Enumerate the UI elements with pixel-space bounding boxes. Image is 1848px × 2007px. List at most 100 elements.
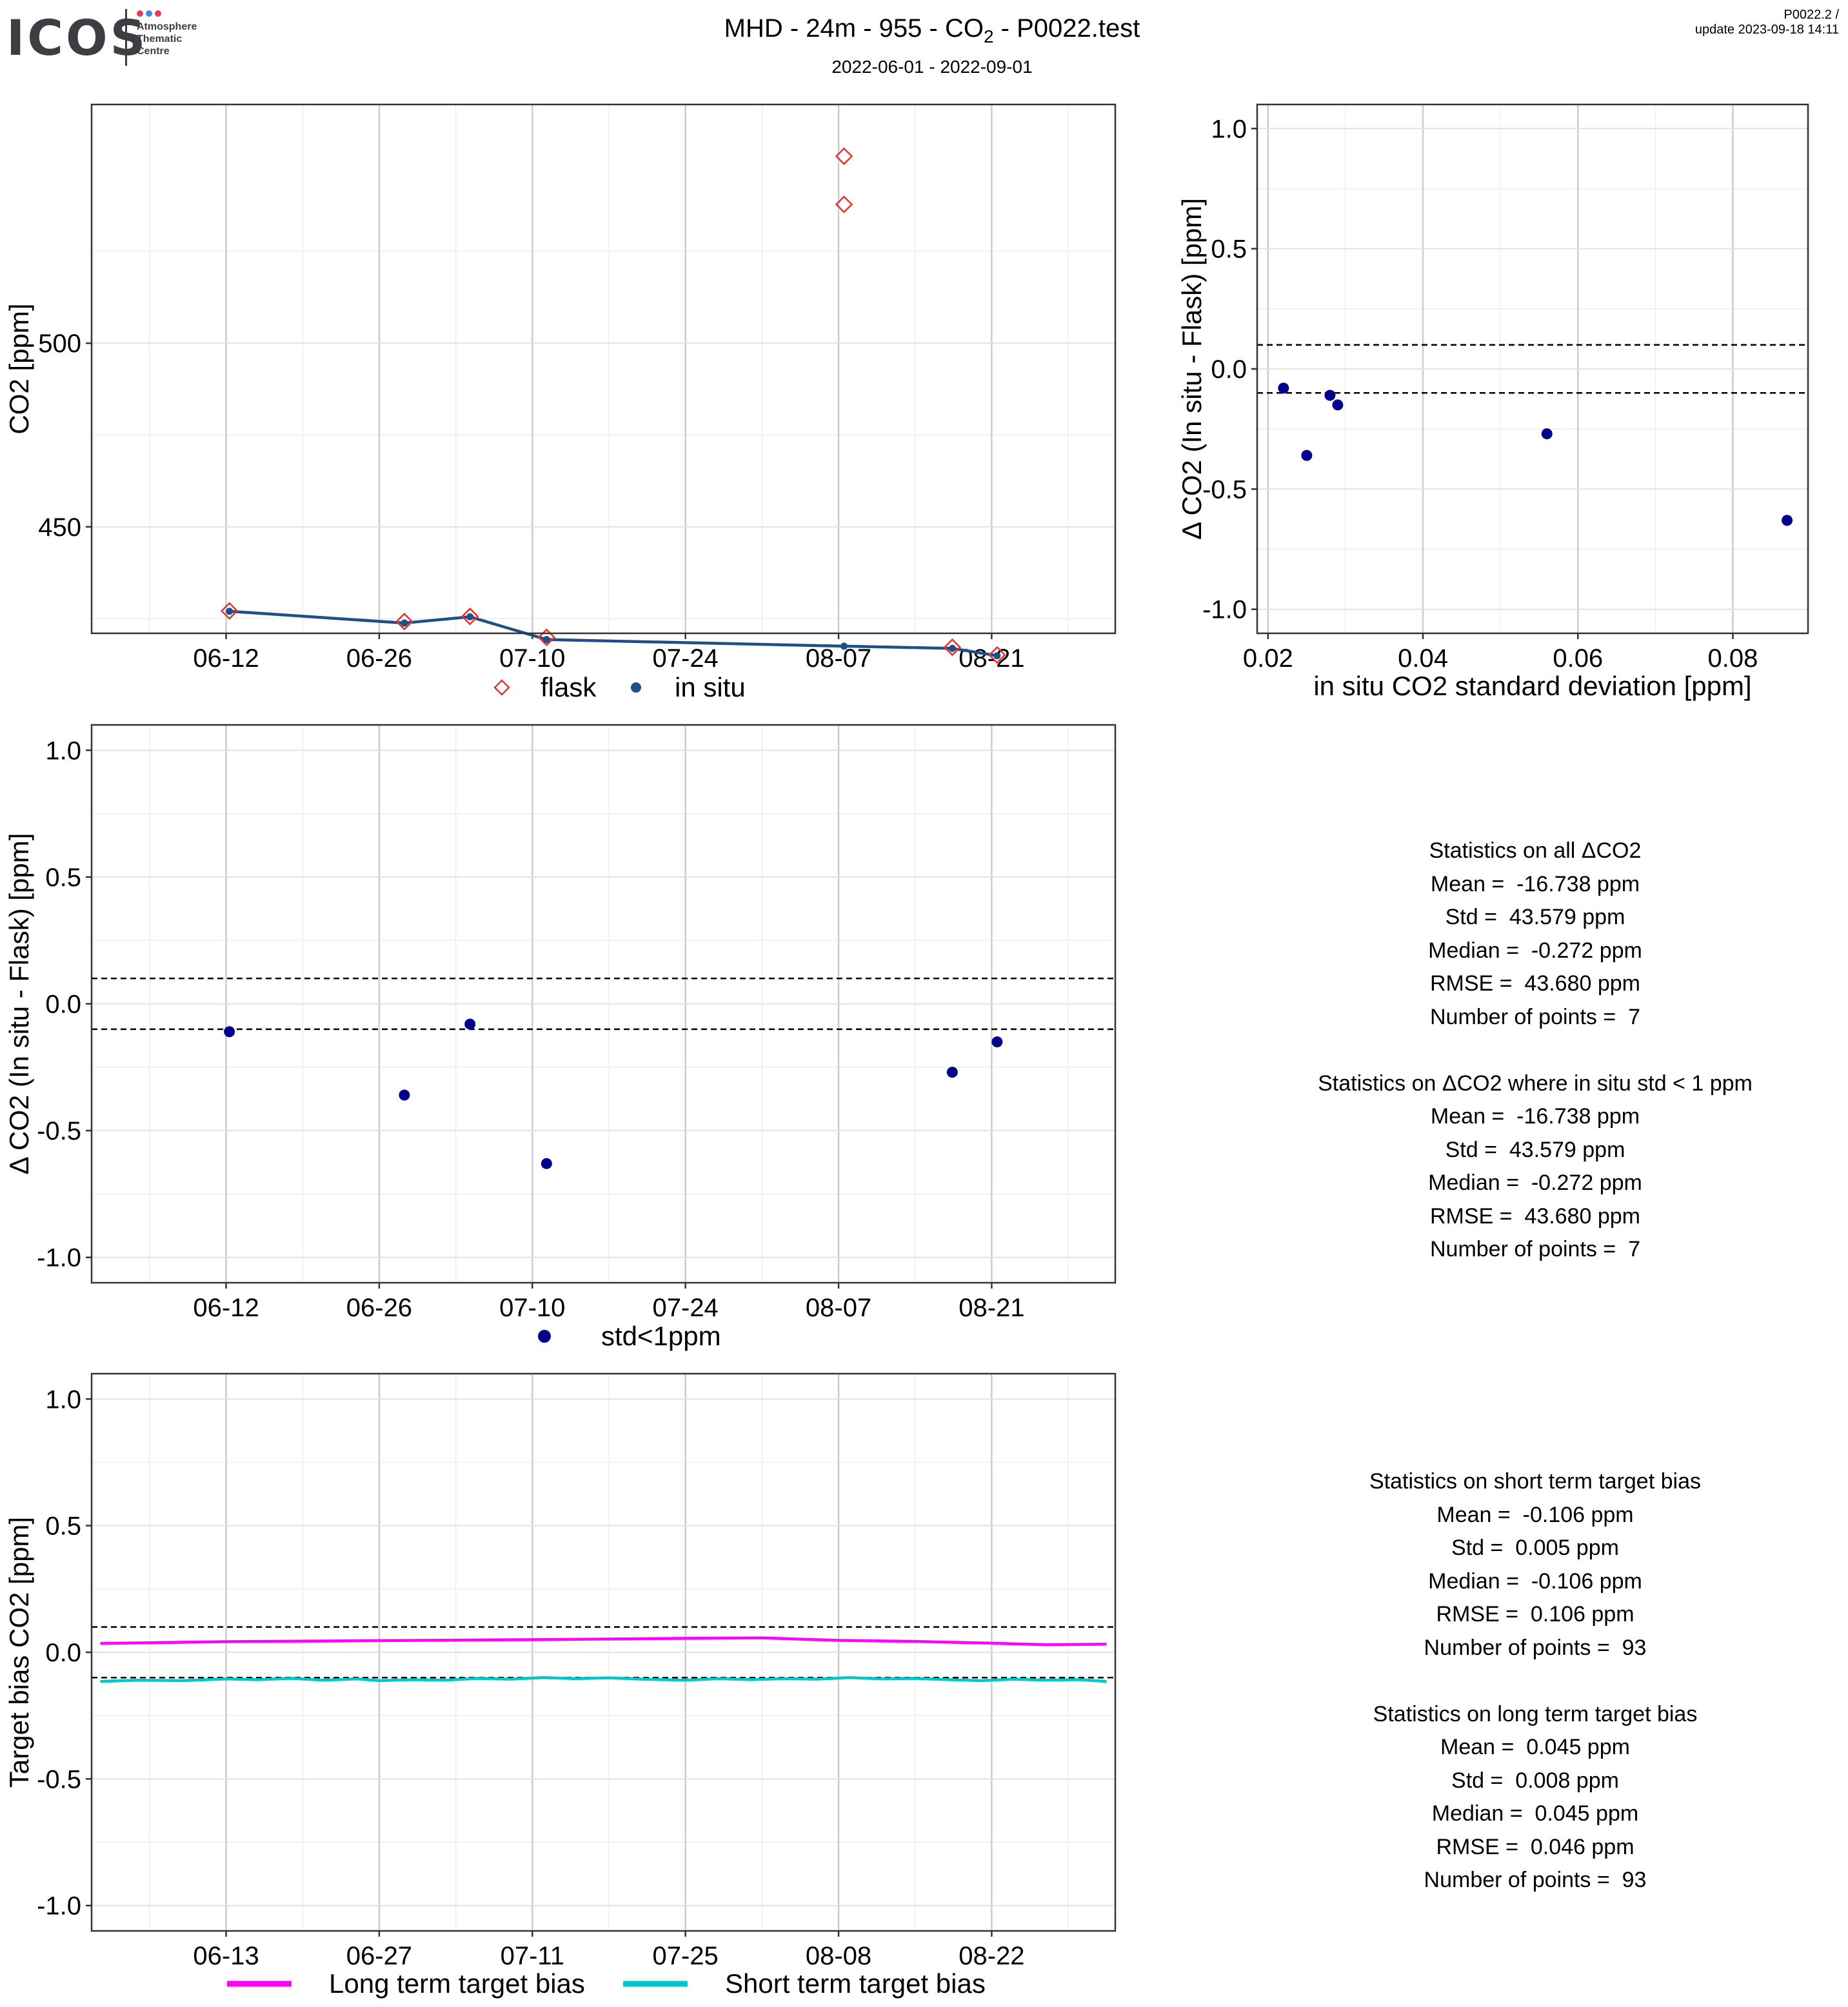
- stats-line: [1264, 1034, 1806, 1067]
- stats-line: Statistics on ΔCO2 where in situ std < 1…: [1318, 1071, 1753, 1096]
- legend-label: flask: [541, 672, 597, 702]
- y-tick-label: 0.5: [1211, 235, 1247, 264]
- logo: ICOS: [6, 9, 148, 66]
- stats-line: Median = -0.272 ppm: [1428, 1171, 1642, 1195]
- stats-line: Mean = -0.106 ppm: [1436, 1502, 1634, 1527]
- y-tick-label: -0.5: [1202, 475, 1247, 504]
- stats-line: Statistics on all ΔCO2: [1429, 838, 1642, 863]
- insitu-point: [542, 636, 550, 644]
- flask-point: [537, 628, 556, 647]
- data-point: [1301, 450, 1313, 461]
- x-tick-label: 07-10: [499, 644, 565, 673]
- logo-subtitle: Atmosphere Thematic Centre: [137, 21, 197, 57]
- x-tick-label: 07-10: [499, 1294, 565, 1322]
- plot-border: [90, 724, 1117, 1284]
- y-axis-label: CO2 [ppm]: [4, 303, 34, 434]
- y-tick-label: -0.5: [37, 1117, 81, 1145]
- data-point: [946, 1067, 958, 1078]
- insitu-point: [948, 644, 956, 652]
- data-point: [1782, 515, 1793, 526]
- x-tick-label: 06-13: [193, 1942, 259, 1970]
- x-tick-label: 08-22: [959, 1942, 1024, 1970]
- x-tick-label: 08-07: [806, 1294, 871, 1322]
- x-tick-label: 06-12: [193, 644, 259, 673]
- insitu-point: [840, 642, 848, 650]
- logo-dot-icon: [137, 10, 143, 17]
- stats-line: Std = 43.579 ppm: [1445, 905, 1625, 929]
- data-point: [1278, 382, 1289, 394]
- y-tick-label: -1.0: [37, 1244, 81, 1272]
- y-tick-label: 1.0: [1211, 115, 1247, 143]
- data-point: [224, 1026, 235, 1038]
- flask-point: [220, 602, 239, 620]
- x-tick-label: 08-08: [806, 1942, 871, 1970]
- stats-line: Mean = 0.045 ppm: [1440, 1735, 1630, 1759]
- stats-all-panel: Statistics on all ΔCO2 Mean = -16.738 ppm…: [1264, 835, 1806, 1267]
- y-tick-label: 0.0: [1211, 355, 1247, 384]
- stats-line: Std = 43.579 ppm: [1445, 1137, 1625, 1162]
- stats-line: Std = 0.005 ppm: [1451, 1536, 1619, 1560]
- x-tick-label: 0.06: [1553, 644, 1603, 673]
- x-tick-label: 0.04: [1398, 644, 1448, 673]
- stats-line: Number of points = 93: [1424, 1635, 1647, 1660]
- insitu-point: [466, 613, 474, 620]
- data-point: [1324, 390, 1336, 401]
- title-part: MHD - 24m - 955 - CO: [724, 14, 984, 43]
- long-term-bias-line: [100, 1636, 1107, 1646]
- stats-line: Statistics on long term target bias: [1373, 1701, 1698, 1726]
- y-tick-label: -0.5: [37, 1765, 81, 1794]
- data-point: [464, 1018, 476, 1030]
- legend-label: in situ: [675, 672, 746, 702]
- plot-background: [92, 104, 1115, 633]
- flask-point: [395, 613, 413, 631]
- logo-sub-line: Centre: [137, 46, 170, 57]
- x-tick-label: 07-11: [501, 1942, 564, 1970]
- flask-point: [835, 195, 853, 213]
- y-tick-label: 1.0: [45, 1385, 81, 1414]
- x-tick-label: 08-07: [806, 644, 871, 673]
- x-tick-label: 07-24: [653, 1294, 719, 1322]
- y-tick-label: 0.0: [45, 991, 81, 1019]
- logo-divider: [125, 9, 127, 66]
- y-tick-label: -1.0: [37, 1892, 81, 1921]
- flask-point: [461, 608, 479, 626]
- logo-sub-line: Atmosphere: [137, 21, 197, 32]
- data-point: [399, 1089, 410, 1101]
- insitu-point: [993, 652, 1001, 660]
- y-tick-label: -1.0: [1202, 596, 1247, 624]
- x-tick-label: 06-27: [346, 1942, 412, 1970]
- data-point: [991, 1036, 1003, 1047]
- date-range: 2022-06-01 - 2022-09-01: [831, 57, 1033, 77]
- x-tick-label: 0.08: [1708, 644, 1758, 673]
- short-term-bias-line: [100, 1676, 1107, 1683]
- flask-point: [943, 638, 962, 657]
- x-tick-label: 07-25: [653, 1942, 719, 1970]
- stats-line: Mean = -16.738 ppm: [1430, 1104, 1640, 1129]
- version-label: P0022.2 /: [1783, 8, 1839, 22]
- stats-target-panel: Statistics on short term target bias Mean…: [1264, 1465, 1806, 1897]
- x-tick-label: 06-26: [346, 1294, 412, 1322]
- y-tick-label: 450: [38, 513, 81, 542]
- legend-insitu-marker: [631, 682, 641, 693]
- y-tick-label: 0.0: [45, 1639, 81, 1667]
- stats-line: Number of points = 7: [1429, 1004, 1640, 1029]
- version-info: P0022.2 / update 2023-09-18 14:11: [1695, 8, 1839, 37]
- stats-line: Std = 0.008 ppm: [1451, 1768, 1619, 1793]
- stats-line: Statistics on short term target bias: [1369, 1469, 1701, 1494]
- y-tick-label: 500: [38, 330, 81, 358]
- x-tick-label: 06-26: [346, 644, 412, 673]
- x-tick-label: 07-24: [653, 644, 719, 673]
- title-subscript: 2: [983, 26, 994, 46]
- title-part: - P0022.test: [993, 14, 1140, 43]
- stats-line: Number of points = 7: [1429, 1237, 1640, 1261]
- plot-border: [90, 1372, 1117, 1932]
- legend-marker: [538, 1330, 551, 1343]
- x-tick-label: 08-21: [959, 644, 1024, 673]
- data-point: [1332, 399, 1344, 411]
- y-tick-label: 0.5: [45, 1512, 81, 1541]
- flask-point: [835, 147, 853, 166]
- stats-line: RMSE = 0.046 ppm: [1436, 1834, 1634, 1859]
- page-title: MHD - 24m - 955 - CO2 - P0022.test: [645, 14, 1219, 47]
- plot-border: [90, 103, 1117, 635]
